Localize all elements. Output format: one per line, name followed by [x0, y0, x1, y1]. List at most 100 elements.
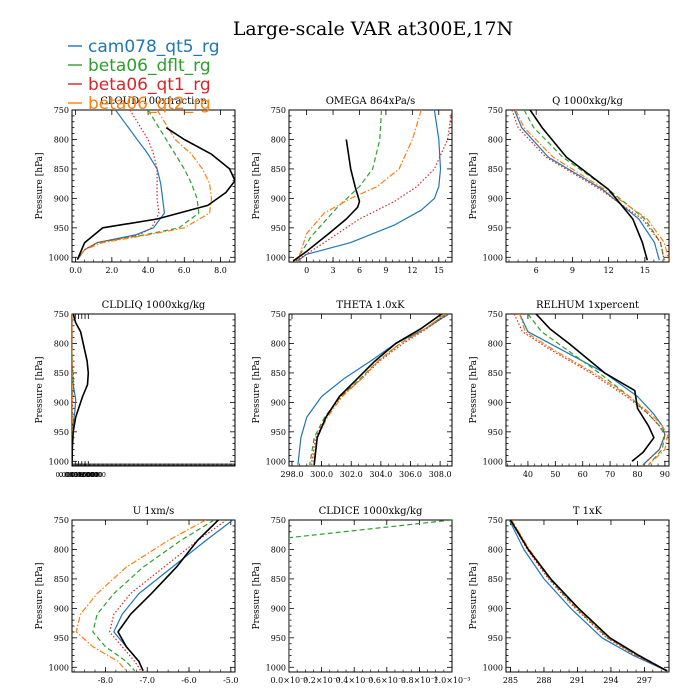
y-tick-label: 750 — [54, 516, 69, 525]
y-tick-label: 950 — [54, 224, 69, 233]
x-tick-label: 0.6×10⁻³ — [368, 676, 405, 685]
y-tick-label: 1000 — [49, 457, 69, 466]
plot-frame — [71, 109, 236, 263]
x-tick-label: 0 — [304, 266, 309, 275]
series-line-reference — [76, 127, 235, 260]
y-tick-label: 1000 — [49, 253, 69, 262]
y-tick-label: 850 — [488, 165, 503, 174]
y-tick-label: 1000 — [266, 663, 286, 672]
y-tick-label: 800 — [54, 135, 69, 144]
y-tick-label: 750 — [488, 516, 503, 525]
y-axis-label: Pressure [hPa] — [469, 356, 479, 423]
series-line-reference — [535, 314, 655, 462]
y-tick-label: 900 — [488, 398, 503, 407]
y-tick-label: 900 — [271, 604, 286, 613]
series-line-beta06_qt1_rg — [511, 110, 665, 261]
series-line-cam078_qt5_rg — [519, 314, 666, 466]
series-line-beta06_qt1_rg — [295, 110, 452, 262]
y-tick-label: 950 — [271, 428, 286, 437]
x-tick-label: 70 — [605, 470, 615, 479]
x-tick-label: 298.0 — [281, 470, 304, 479]
series-line-beta06_qt2_rg — [297, 110, 422, 261]
series-line-beta06_dflt_rg — [76, 110, 200, 260]
y-tick-label: 800 — [271, 339, 286, 348]
y-tick-label: 1000 — [483, 663, 503, 672]
y-tick-label: 950 — [271, 224, 286, 233]
x-tick-label: 0.0×10⁻³ — [270, 676, 307, 685]
y-tick-label: 900 — [54, 604, 69, 613]
x-tick-label: 288 — [536, 676, 551, 685]
x-tick-label: 0.4×10⁻³ — [336, 676, 373, 685]
series-line-reference — [292, 139, 361, 262]
y-tick-label: 850 — [54, 369, 69, 378]
series-line-reference — [72, 314, 90, 465]
y-tick-label: 900 — [54, 194, 69, 203]
x-tick-label: -7.0 — [140, 676, 155, 685]
series-line-beta06_qt2_rg — [519, 314, 669, 466]
series-line-beta06_dflt_rg — [527, 314, 666, 466]
chart-panel-1: CLOUD 100xfraction Pressure [hPa] 750 800 85… — [35, 96, 236, 275]
x-tick-label: 0.00400000 — [56, 471, 95, 479]
x-tick-label: 285 — [503, 676, 518, 685]
legend-entry: beta06_qt1_rg — [88, 75, 211, 95]
y-tick-label: 950 — [271, 634, 286, 643]
panel-title: T 1xK — [573, 506, 603, 517]
x-tick-label: 9 — [570, 266, 575, 275]
x-tick-label: -5.0 — [223, 676, 238, 685]
chart-panel-8: CLDICE 1000xkg/kg Pressure [hPa] 750 800 850… — [252, 506, 471, 685]
chart-panel-2: OMEGA 864xPa/s Pressure [hPa] 750 800 850 900… — [252, 96, 453, 275]
x-tick-label: 300.0 — [310, 470, 333, 479]
y-tick-label: 900 — [271, 194, 286, 203]
series-line-beta06_qt2_rg — [76, 110, 213, 260]
y-tick-label: 950 — [54, 634, 69, 643]
y-tick-label: 900 — [54, 398, 69, 407]
x-tick-label: 60 — [578, 470, 588, 479]
y-tick-label: 1000 — [266, 253, 286, 262]
x-tick-label: 6 — [534, 266, 539, 275]
series-line-cam078_qt5_rg — [513, 110, 660, 261]
y-tick-label: 850 — [54, 165, 69, 174]
series-line-beta06_qt1_rg — [310, 314, 448, 465]
plot-frame — [505, 313, 670, 467]
y-tick-label: 950 — [54, 428, 69, 437]
series-line-reference — [509, 520, 668, 672]
x-tick-label: 0.00800000 — [59, 471, 98, 479]
panel-title: CLDLIQ 1000xkg/kg — [102, 300, 206, 311]
series-line-cam078_qt5_rg — [113, 520, 234, 672]
y-tick-label: 800 — [488, 339, 503, 348]
x-tick-label: 90 — [660, 470, 670, 479]
y-tick-label: 800 — [54, 545, 69, 554]
chart-panel-6: RELHUM 1xpercent Pressure [hPa] 750 800 850 9… — [469, 300, 670, 479]
plot-frame — [71, 519, 236, 673]
x-tick-label: 0.0120000 — [64, 471, 99, 479]
chart-panel-5: THETA 1.0xK Pressure [hPa] 750 800 850 900 950… — [252, 300, 453, 479]
series-line-reference — [117, 520, 219, 672]
y-tick-label: 1000 — [49, 663, 69, 672]
x-tick-label: 0.0160000 — [67, 471, 102, 479]
legend-entry: beta06_qt2_rg — [88, 94, 211, 114]
series-line-beta06_qt2_rg — [312, 314, 445, 465]
legend-entry: beta06_dflt_rg — [88, 56, 211, 76]
y-tick-label: 800 — [488, 135, 503, 144]
y-tick-label: 750 — [54, 106, 69, 115]
y-tick-label: 900 — [488, 194, 503, 203]
y-tick-label: 850 — [54, 575, 69, 584]
chart-panel-7: U 1xm/s Pressure [hPa] 750 800 850 900 950 1000… — [35, 506, 239, 685]
panel-title: OMEGA 864xPa/s — [326, 96, 416, 107]
y-tick-label: 1000 — [483, 253, 503, 262]
x-tick-label: 306.0 — [399, 470, 422, 479]
y-tick-label: 850 — [488, 369, 503, 378]
x-tick-label: 40 — [523, 470, 533, 479]
series-line-reference — [529, 110, 649, 261]
y-tick-label: 950 — [488, 428, 503, 437]
y-tick-label: 900 — [271, 398, 286, 407]
y-axis-label: Pressure [hPa] — [35, 562, 45, 629]
y-tick-label: 1000 — [483, 457, 503, 466]
series-line-beta06_qt1_rg — [109, 520, 227, 672]
y-tick-label: 750 — [54, 310, 69, 319]
plot-frame — [71, 313, 236, 467]
series-line-reference — [313, 314, 443, 465]
x-tick-label: 15 — [640, 266, 650, 275]
